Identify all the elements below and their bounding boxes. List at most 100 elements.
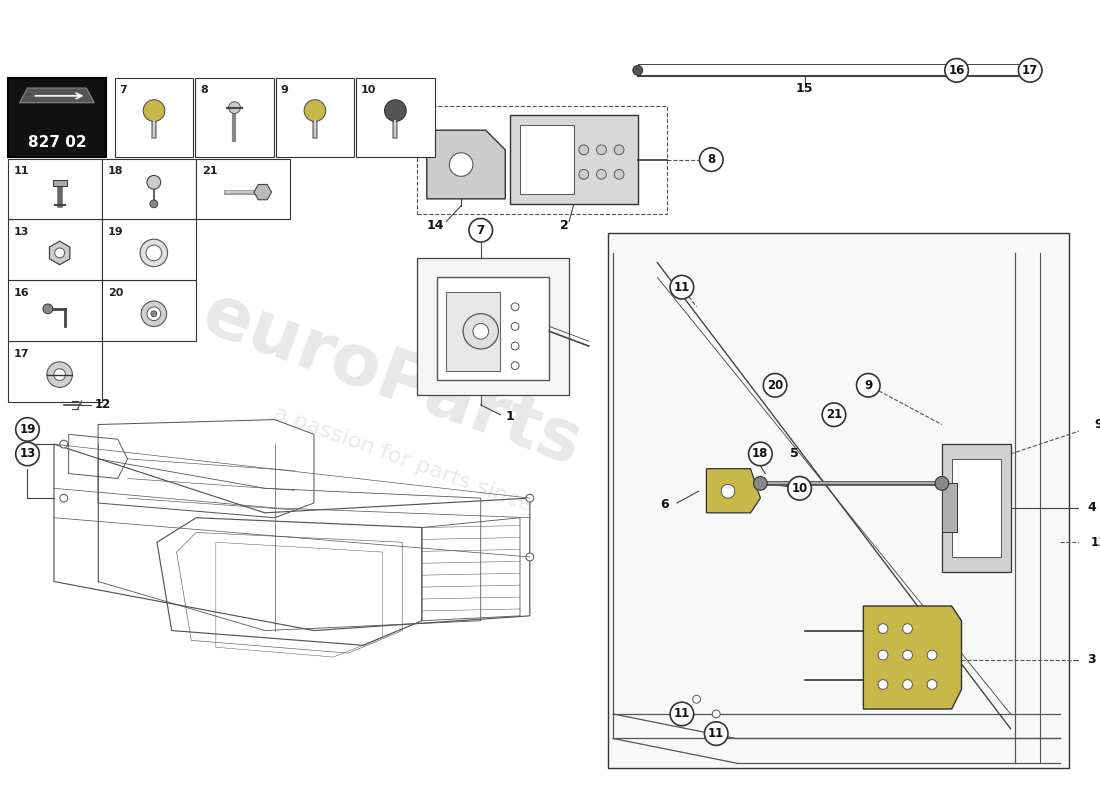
Text: 7: 7 — [120, 85, 128, 95]
Text: 4: 4 — [1087, 502, 1096, 514]
Text: 20: 20 — [108, 288, 123, 298]
Circle shape — [15, 418, 40, 442]
Bar — [114, 78, 194, 157]
Circle shape — [1019, 58, 1042, 82]
Circle shape — [754, 477, 767, 490]
Circle shape — [141, 301, 166, 326]
Text: 9: 9 — [865, 378, 872, 392]
Circle shape — [43, 304, 53, 314]
Circle shape — [704, 722, 728, 746]
Bar — [437, 278, 549, 380]
Circle shape — [788, 477, 812, 500]
Circle shape — [512, 322, 519, 330]
Circle shape — [935, 477, 948, 490]
Circle shape — [713, 710, 721, 718]
Bar — [608, 234, 1069, 768]
Circle shape — [579, 145, 588, 154]
Circle shape — [903, 650, 912, 660]
Circle shape — [927, 680, 937, 690]
Text: 19: 19 — [108, 227, 123, 238]
Polygon shape — [864, 606, 961, 709]
Text: 10: 10 — [792, 482, 807, 495]
Bar — [102, 158, 196, 219]
Text: 17: 17 — [13, 349, 30, 359]
Circle shape — [903, 680, 912, 690]
Circle shape — [596, 170, 606, 179]
Circle shape — [596, 145, 606, 154]
Bar — [952, 459, 1001, 557]
Bar — [520, 126, 574, 194]
Text: 11: 11 — [673, 707, 690, 721]
Text: 21: 21 — [202, 166, 218, 177]
Circle shape — [749, 442, 772, 466]
Circle shape — [670, 275, 694, 299]
Text: a passion for parts since: a passion for parts since — [271, 402, 534, 515]
Circle shape — [47, 362, 73, 387]
Bar — [195, 78, 274, 157]
Bar — [276, 78, 354, 157]
Circle shape — [526, 494, 534, 502]
Circle shape — [140, 239, 167, 266]
Circle shape — [722, 484, 735, 498]
Text: 3: 3 — [1087, 654, 1096, 666]
Circle shape — [54, 369, 66, 381]
Circle shape — [878, 624, 888, 634]
Text: 8: 8 — [200, 85, 208, 95]
Text: 9: 9 — [280, 85, 288, 95]
Circle shape — [463, 314, 498, 349]
Circle shape — [473, 323, 488, 339]
Text: 11: 11 — [13, 166, 30, 177]
Circle shape — [945, 58, 968, 82]
Circle shape — [878, 650, 888, 660]
Bar — [102, 219, 196, 280]
Text: 827 02: 827 02 — [28, 135, 86, 150]
Circle shape — [469, 218, 493, 242]
Circle shape — [150, 200, 157, 208]
Bar — [196, 158, 290, 219]
Circle shape — [143, 100, 165, 122]
Text: 11: 11 — [708, 727, 724, 740]
Circle shape — [229, 102, 241, 114]
Circle shape — [579, 170, 588, 179]
Circle shape — [59, 440, 68, 448]
Bar — [8, 219, 102, 280]
Text: 16: 16 — [13, 288, 30, 298]
Circle shape — [857, 374, 880, 397]
Circle shape — [146, 245, 162, 261]
Circle shape — [1087, 530, 1100, 554]
Circle shape — [147, 307, 161, 321]
Circle shape — [512, 342, 519, 350]
Bar — [8, 341, 102, 402]
Circle shape — [147, 175, 161, 189]
Bar — [417, 258, 569, 395]
Text: 18: 18 — [752, 447, 769, 461]
Text: 11: 11 — [673, 281, 690, 294]
Circle shape — [693, 695, 701, 703]
Text: 18: 18 — [108, 166, 123, 177]
Circle shape — [763, 374, 786, 397]
Circle shape — [304, 100, 326, 122]
Circle shape — [670, 702, 694, 726]
Bar — [8, 280, 102, 341]
Bar — [53, 180, 66, 186]
Circle shape — [632, 66, 642, 75]
Circle shape — [512, 362, 519, 370]
Text: 10: 10 — [361, 85, 376, 95]
Text: 13: 13 — [20, 447, 35, 461]
Circle shape — [822, 403, 846, 426]
Polygon shape — [254, 185, 272, 200]
Bar — [8, 158, 102, 219]
Bar — [447, 292, 500, 370]
Text: 8: 8 — [707, 153, 715, 166]
Circle shape — [614, 145, 624, 154]
Text: 19: 19 — [20, 423, 35, 436]
Text: 17: 17 — [1022, 64, 1038, 77]
Polygon shape — [427, 130, 505, 199]
Text: 6: 6 — [660, 498, 669, 511]
Text: 1: 1 — [505, 410, 514, 423]
Bar — [942, 483, 957, 533]
Bar — [510, 115, 638, 204]
Polygon shape — [50, 241, 69, 265]
Circle shape — [15, 442, 40, 466]
Circle shape — [700, 148, 723, 171]
